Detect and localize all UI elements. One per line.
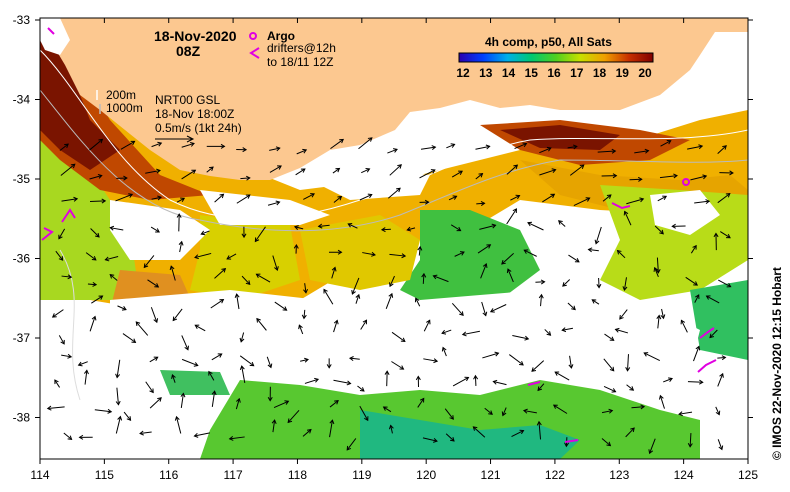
lat-tick-label: -34 (13, 93, 31, 107)
map-date: 18-Nov-2020 (154, 28, 237, 44)
argo-legend-label: Argo (267, 29, 295, 43)
lon-tick-label: 123 (609, 468, 629, 482)
latitude-axis: -33 -34 -35 -36 -37 -38 (13, 13, 753, 425)
longitude-axis: 114 115 116 117 118 119 120 121 122 123 124 125 (30, 18, 758, 482)
current-source: NRT00 GSL (155, 93, 220, 107)
lon-tick-label: 115 (95, 468, 114, 482)
colorbar-tick-label: 12 (456, 66, 470, 80)
colorbar-tick-label: 13 (479, 66, 493, 80)
lon-tick-label: 125 (738, 468, 758, 482)
colorbar-tick-label: 19 (616, 66, 630, 80)
current-scale-arrow (155, 135, 195, 143)
colorbar-tick-label: 15 (525, 66, 539, 80)
drifter-tracks (41, 27, 717, 443)
argo-float (682, 178, 690, 186)
colorbar-title: 4h comp, p50, All Sats (485, 35, 612, 49)
lon-tick-label: 114 (30, 468, 49, 482)
drifter-legend-line1: drifters@12h (267, 41, 336, 55)
contour-1000m-label: 1000m (106, 101, 143, 115)
plot-frame (39, 17, 749, 460)
lon-tick-label: 120 (416, 468, 436, 482)
lon-tick-label: 124 (674, 468, 694, 482)
argo-legend-icon (249, 32, 257, 40)
lon-tick-label: 118 (288, 468, 307, 482)
lon-tick-label: 119 (352, 468, 371, 482)
drifter-legend-line2: to 18/11 12Z (267, 55, 334, 69)
colorbar-tick-label: 14 (502, 66, 516, 80)
current-time: 18-Nov 18:00Z (155, 107, 234, 121)
lat-tick-label: -36 (13, 252, 31, 266)
colorbar-labels: 12 13 14 15 16 17 18 19 20 (456, 66, 652, 80)
credit-text: © IMOS 22-Nov-2020 12:15 Hobart (770, 267, 784, 460)
drifter-legend-icon (249, 47, 260, 59)
contour-200m-label: 200m (106, 88, 136, 102)
colorbar (458, 52, 654, 63)
lat-tick-label: -38 (13, 411, 31, 425)
colorbar-tick-label: 18 (593, 66, 607, 80)
lon-tick-label: 116 (159, 468, 178, 482)
lon-tick-label: 121 (481, 468, 501, 482)
current-vectors (46, 137, 734, 455)
colorbar-tick-label: 20 (638, 66, 652, 80)
colorbar-tick-label: 17 (570, 66, 584, 80)
colorbar-tick-label: 16 (547, 66, 561, 80)
lon-tick-label: 122 (545, 468, 565, 482)
map-plot-area (40, 18, 748, 459)
current-scale: 0.5m/s (1kt 24h) (155, 121, 242, 135)
lon-tick-label: 117 (224, 468, 243, 482)
lat-tick-label: -33 (13, 13, 31, 27)
lat-tick-label: -37 (13, 331, 31, 345)
no-data-areas (40, 170, 748, 459)
lat-tick-label: -35 (13, 172, 31, 186)
map-time: 08Z (176, 43, 201, 59)
